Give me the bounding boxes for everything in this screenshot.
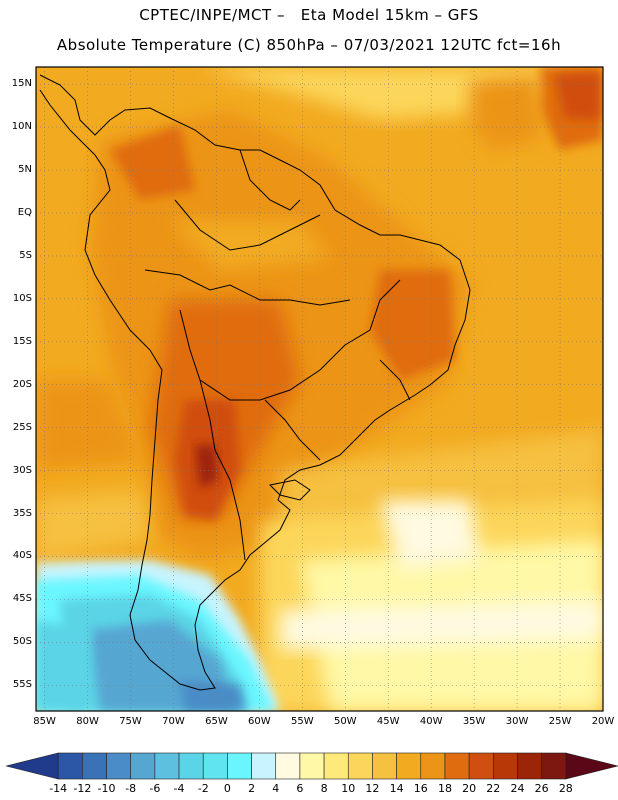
lat-label: 10N [11,121,32,133]
colorbar-swatch [275,752,301,780]
colorbar-swatch [202,752,228,780]
lat-label: 10S [12,292,32,304]
colorbar-swatch [565,752,618,780]
colorbar-tick-label: 2 [248,782,256,795]
lon-label: 20W [591,716,615,727]
colorbar-swatch [444,752,470,780]
lat-label: 15S [12,335,32,347]
colorbar-tick-label: 4 [272,782,280,795]
lon-label: 30W [505,716,529,727]
colorbar-tick-label: 0 [223,782,231,795]
colorbar-tick-label: -12 [73,782,92,795]
lat-label: 5S [19,249,32,261]
colorbar-tick-label: 12 [365,782,380,795]
lat-label: 15N [11,78,32,90]
colorbar-swatch [323,752,349,780]
colorbar-tick-label: 6 [296,782,304,795]
colorbar-tick-label: 20 [462,782,477,795]
lat-label: 55S [12,679,32,691]
colorbar-tick-label: 10 [341,782,356,795]
colorbar-swatch [82,752,107,780]
lon-label: 25W [548,716,572,727]
colorbar-swatch [227,752,252,780]
colorbar [5,752,618,780]
lon-label: 80W [76,716,99,727]
lon-label: 75W [119,716,142,727]
colorbar-swatch [517,752,542,780]
title-line-1: CPTEC/INPE/MCT – Eta Model 15km – GFS [139,6,479,24]
colorbar-tick-label: 18 [437,782,452,795]
lat-label: 45S [12,593,32,605]
colorbar-tick-label: -14 [49,782,68,795]
colorbar-swatch [154,752,180,780]
colorbar-swatch [468,752,494,780]
colorbar-tick-label: 24 [510,782,525,795]
colorbar-swatch [541,752,567,780]
colorbar-tick-label: 16 [413,782,428,795]
lon-label: 50W [333,716,357,727]
lon-label: 60W [248,716,271,727]
lat-label: 25S [12,421,32,433]
lat-label: EQ [17,206,32,218]
colorbar-swatch [372,752,397,780]
lon-label: 55W [291,716,314,727]
colorbar-swatch [493,752,518,780]
colorbar-tick-label: -4 [173,782,185,795]
lon-label: 85W [33,716,56,727]
lon-label: 70W [162,716,185,727]
colorbar-swatch [299,752,325,780]
colorbar-tick-label: -6 [149,782,161,795]
lat-label: 50S [12,636,32,648]
colorbar-swatch [347,752,373,780]
lon-label: 65W [205,716,228,727]
lat-label: 40S [12,550,32,562]
lat-label: 20S [12,378,32,390]
colorbar-tick-label: 8 [320,782,328,795]
colorbar-swatch [420,752,446,780]
temperature-field [36,67,603,711]
colorbar-tick-label: 26 [534,782,549,795]
colorbar-tick-label: -8 [125,782,137,795]
map-frame [35,66,604,712]
colorbar-swatch [251,752,277,780]
colorbar-tick-label: 28 [558,782,573,795]
colorbar-swatch [57,752,83,780]
lat-label: 30S [12,464,32,476]
lat-label: 5N [18,164,32,176]
colorbar-swatch [5,752,59,780]
coastlines [39,74,471,691]
colorbar-swatch [130,752,156,780]
colorbar-tick-label: 22 [486,782,501,795]
colorbar-tick-label: -10 [97,782,116,795]
colorbar-swatch [178,752,204,780]
lon-label: 45W [376,716,400,727]
colorbar-tick-label: 14 [389,782,404,795]
lat-lon-grid [36,67,603,711]
colorbar-swatch [106,752,131,780]
lon-label: 40W [419,716,443,727]
lat-label: 35S [12,507,32,519]
title-line-2: Absolute Temperature (C) 850hPa – 07/03/… [56,36,562,54]
lon-label: 35W [462,716,486,727]
colorbar-swatch [396,752,422,780]
colorbar-tick-label: -2 [197,782,209,795]
